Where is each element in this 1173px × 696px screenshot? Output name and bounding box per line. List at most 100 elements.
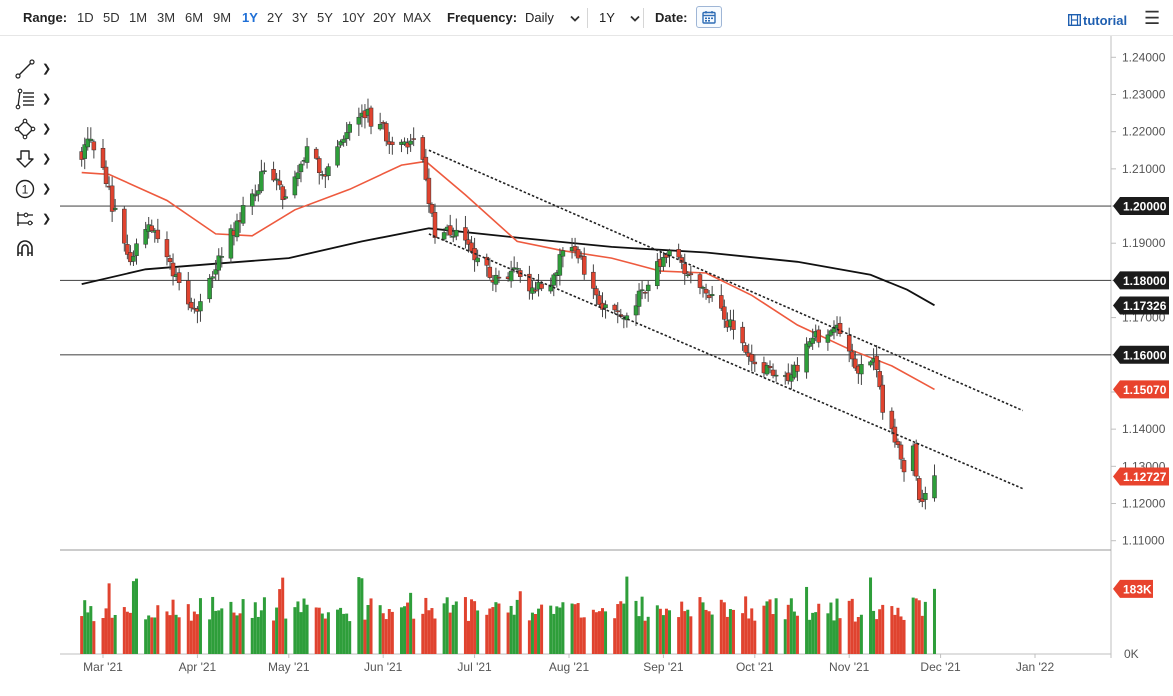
price-tag: 1.15070: [1113, 380, 1169, 399]
range-1d-button[interactable]: 1D: [77, 10, 94, 25]
candle: [189, 297, 194, 312]
volume-bar: [710, 614, 714, 654]
price-tag-label: 1.17326: [1123, 299, 1167, 313]
candle: [816, 325, 822, 348]
range-1y-button[interactable]: 1Y: [242, 10, 258, 25]
candle-body-up: [804, 343, 809, 373]
volume-bar: [899, 616, 903, 654]
candle: [368, 105, 374, 135]
indicator-tool[interactable]: ❯: [14, 204, 56, 234]
volume-bar: [893, 614, 897, 654]
volume-bar: [165, 611, 169, 654]
candle-body-down: [280, 186, 285, 201]
volume-bar: [177, 617, 181, 654]
candle: [920, 489, 925, 508]
volume-bar: [619, 601, 623, 654]
candle: [384, 121, 389, 147]
volume-bar: [741, 613, 745, 654]
candle: [895, 438, 901, 448]
candle: [581, 247, 587, 280]
annotation-tool[interactable]: 1 ❯: [14, 174, 56, 204]
volume-bar: [390, 611, 394, 654]
candle: [408, 133, 413, 152]
candle-body-up: [240, 205, 246, 224]
range-max-button[interactable]: MAX: [403, 10, 432, 25]
volume-bar: [220, 608, 224, 654]
range-9m-button[interactable]: 9M: [213, 10, 232, 25]
price-tag: 1.20000: [1113, 197, 1169, 216]
candle-body-down: [313, 148, 319, 159]
y-tick-label: 1.21000: [1122, 162, 1166, 176]
volume-bar: [616, 604, 620, 654]
candle: [280, 184, 285, 210]
range-5d-button[interactable]: 5D: [103, 10, 120, 25]
candle-body-up: [259, 171, 264, 192]
candle-body-up: [764, 365, 770, 375]
candle: [426, 168, 432, 213]
candle-body-down: [846, 334, 852, 352]
menu-icon[interactable]: ☰: [1144, 8, 1161, 28]
candle-body-up: [344, 132, 349, 140]
range-1m-button[interactable]: 1M: [129, 10, 148, 25]
candle: [743, 342, 748, 355]
volume-bar: [189, 620, 193, 654]
candle: [487, 257, 493, 280]
candle: [551, 272, 557, 297]
candle-body-up: [560, 250, 566, 257]
volume-bar: [192, 611, 196, 654]
period-select[interactable]: 1Y: [599, 10, 640, 26]
tutorial-link[interactable]: tutorial: [1067, 13, 1128, 28]
frequency-label: Frequency:: [447, 10, 518, 25]
candle-body-down: [743, 345, 748, 353]
candle-body-up: [828, 330, 834, 336]
range-5y-button[interactable]: 5Y: [317, 10, 333, 25]
candle: [740, 321, 745, 351]
candle: [256, 184, 261, 202]
range-2y-button[interactable]: 2Y: [267, 10, 283, 25]
range-20y-button[interactable]: 20Y: [373, 10, 397, 25]
volume-bar: [859, 614, 863, 654]
frequency-select[interactable]: Daily: [525, 10, 580, 26]
candle: [932, 464, 937, 502]
range-6m-button[interactable]: 6M: [185, 10, 204, 25]
volume-bar: [214, 610, 218, 654]
candle-body-up: [636, 290, 642, 307]
volume-bar: [786, 604, 790, 654]
range-10y-button[interactable]: 10Y: [342, 10, 366, 25]
volume-bar: [241, 599, 245, 654]
candle: [874, 345, 879, 378]
y-tick-label: 1.24000: [1122, 50, 1166, 64]
range-3m-button[interactable]: 3M: [157, 10, 176, 25]
candle: [859, 355, 864, 385]
candle-body-up: [932, 475, 937, 499]
fibonacci-tool[interactable]: ❯: [14, 84, 56, 114]
candle: [109, 176, 115, 222]
range-3y-button[interactable]: 3Y: [292, 10, 308, 25]
x-tick-label: Mar '21: [83, 660, 123, 674]
tutorial-label: tutorial: [1083, 13, 1128, 28]
candle: [420, 135, 426, 163]
candle-body-down: [880, 384, 885, 413]
frequency-value: Daily: [525, 10, 554, 25]
shapes-tool[interactable]: ❯: [14, 114, 56, 144]
candle-body-up: [685, 274, 691, 277]
candle: [853, 351, 858, 372]
price-chart[interactable]: 1.24000 1.23000 1.22000 1.21000 1.20000 1.190…: [0, 36, 1173, 696]
x-tick-label: Jun '21: [364, 660, 403, 674]
candle: [615, 302, 620, 324]
candle-body-up: [298, 163, 304, 173]
volume-bar: [637, 616, 641, 654]
magnet-tool[interactable]: [14, 234, 56, 264]
volume-bar: [131, 581, 135, 654]
volume-bar: [125, 611, 129, 654]
candle-body-up: [143, 229, 148, 245]
volume-bar: [466, 620, 470, 654]
chevron-down-icon: [569, 15, 580, 22]
candle: [210, 271, 215, 288]
trendline-tool[interactable]: ❯: [14, 54, 56, 84]
arrow-tool[interactable]: ❯: [14, 144, 56, 174]
candle-body-down: [749, 353, 754, 362]
date-picker-button[interactable]: [696, 6, 722, 28]
volume-bar: [442, 603, 446, 654]
price-tag-label: 1.20000: [1123, 200, 1167, 214]
